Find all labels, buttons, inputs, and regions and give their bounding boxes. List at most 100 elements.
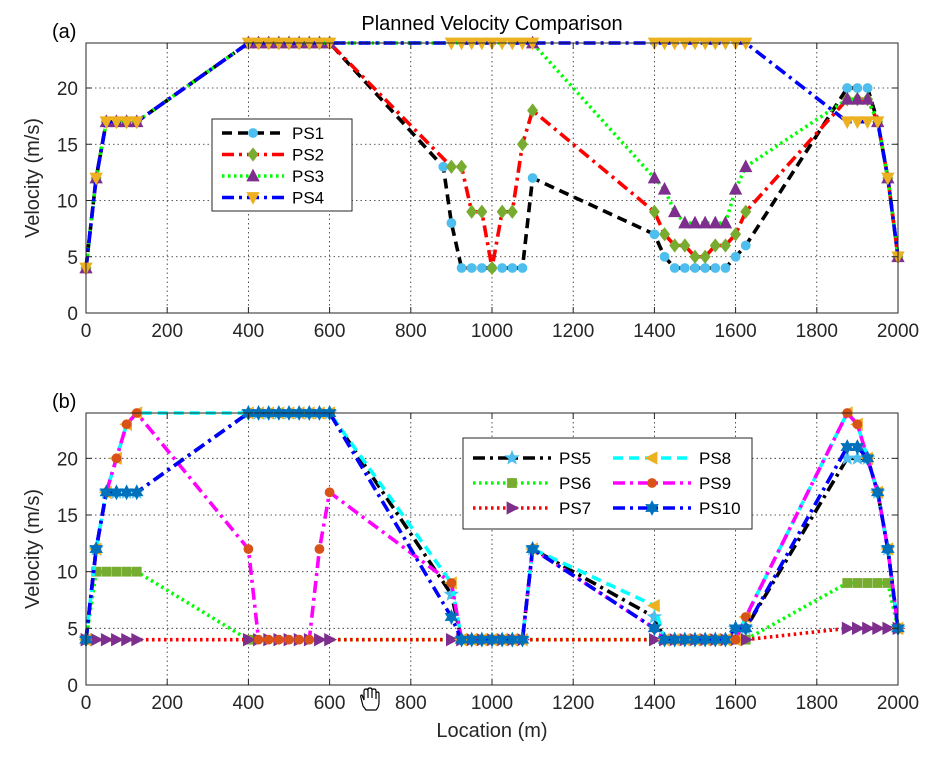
data-point-ps7 (649, 633, 662, 647)
data-point-ps6 (101, 566, 112, 577)
data-point-ps1 (497, 263, 508, 273)
data-point-ps10 (718, 631, 733, 648)
x-tick-label: 1600 (714, 693, 756, 714)
legend-label: PS9 (699, 474, 731, 493)
data-point-ps4 (465, 37, 479, 51)
data-point-ps2 (476, 204, 488, 219)
data-point-ps1 (862, 83, 873, 93)
x-tick-label: 2000 (877, 693, 919, 714)
data-point-ps9 (243, 544, 254, 554)
data-point-ps1 (710, 263, 721, 273)
data-point-ps10 (881, 541, 895, 557)
data-point-ps9 (852, 419, 863, 430)
data-point-ps3 (850, 91, 865, 105)
data-point-ps10 (647, 620, 662, 637)
chart-title: Planned Velocity Comparison (361, 13, 622, 35)
data-point-ps3 (688, 215, 702, 229)
data-point-ps9 (324, 487, 335, 498)
data-point-ps1 (740, 240, 751, 251)
data-point-ps4 (282, 37, 296, 51)
data-point-ps4 (871, 116, 885, 130)
data-point-ps7 (314, 633, 327, 647)
tick-marks: 0 200 400 600 800 1000 1200 1400 1600 1800 2000 0 5 1… (57, 43, 919, 342)
data-point-ps4 (444, 37, 459, 51)
data-point-ps7 (882, 621, 896, 635)
legend-marker (506, 501, 520, 515)
data-point-ps9 (263, 634, 274, 645)
data-point-ps2 (730, 227, 742, 242)
data-point-ps3 (657, 181, 672, 195)
x-tick-label: 1400 (633, 693, 675, 714)
y-tick-label: 15 (57, 506, 78, 527)
x-tick-label: 1600 (714, 321, 756, 342)
x-tick-label: 600 (314, 693, 346, 714)
y-tick-label: 10 (57, 192, 78, 213)
legend-entry-ps9: PS9 (613, 474, 731, 493)
legend-entry-ps6: PS6 (473, 474, 591, 493)
x-tick-label: 0 (81, 693, 92, 714)
data-point-ps1 (476, 263, 487, 273)
legend-marker (647, 478, 657, 488)
data-point-ps9 (294, 634, 305, 645)
x-tick-label: 2000 (877, 321, 919, 342)
data-point-ps5 (443, 586, 460, 601)
data-point-ps1 (720, 263, 731, 273)
data-point-ps4 (840, 116, 854, 130)
y-tick-label: 5 (67, 619, 78, 640)
legend-marker (507, 478, 517, 488)
x-tick-label: 1800 (796, 321, 838, 342)
legend-entry-ps2: PS2 (222, 146, 324, 165)
data-point-ps4 (718, 37, 733, 51)
data-point-ps4 (668, 37, 682, 51)
data-point-ps4 (89, 172, 103, 186)
data-point-ps2 (456, 159, 468, 174)
data-point-ps7 (121, 633, 134, 647)
data-point-ps2 (648, 204, 660, 219)
data-point-ps2 (516, 137, 528, 152)
data-point-ps10 (444, 609, 459, 625)
y-tick-label: 20 (57, 449, 78, 470)
data-point-ps10 (860, 450, 875, 467)
panel-a-chart: 0 200 400 600 800 1000 1200 1400 1600 1800 2000 0 5 1… (22, 13, 919, 342)
data-point-ps2 (719, 238, 731, 253)
data-point-ps1 (446, 218, 457, 228)
data-point-ps1 (517, 263, 528, 273)
data-point-ps7 (862, 621, 875, 635)
data-point-ps2 (699, 249, 711, 264)
x-tick-label: 1000 (471, 321, 513, 342)
data-point-ps10 (870, 484, 885, 501)
legend-entry-ps10: PS10 (613, 499, 741, 518)
data-point-ps1 (659, 251, 670, 262)
data-point-ps4 (302, 37, 316, 51)
data-point-ps10 (525, 541, 540, 557)
data-point-ps4 (130, 116, 144, 130)
data-point-ps3 (728, 181, 743, 195)
data-point-ps8 (647, 599, 660, 613)
data-point-ps6 (111, 566, 122, 577)
data-point-ps4 (262, 37, 276, 51)
data-point-ps6 (872, 578, 883, 588)
legend-marker (247, 147, 259, 162)
data-point-ps4 (708, 37, 722, 51)
legend-marker (645, 500, 659, 516)
data-point-ps7 (100, 633, 114, 647)
x-tick-label: 200 (151, 321, 183, 342)
legend-label: PS6 (559, 474, 591, 493)
legend-label: PS5 (559, 449, 591, 468)
panel-label: (a) (52, 21, 76, 43)
x-tick-label: 600 (314, 321, 346, 342)
y-axis-label: Velocity (m/s) (22, 118, 44, 238)
data-point-ps9 (273, 634, 284, 645)
data-point-ps4 (454, 37, 469, 51)
data-point-ps1 (700, 263, 711, 273)
data-point-ps3 (698, 215, 712, 229)
data-point-ps4 (272, 37, 286, 51)
x-tick-label: 400 (233, 321, 265, 342)
data-point-ps4 (515, 37, 530, 51)
y-tick-label: 10 (57, 563, 78, 584)
x-tick-label: 1000 (471, 693, 513, 714)
legend-marker (246, 168, 260, 182)
data-point-ps2 (466, 204, 478, 219)
legend-label: PS3 (292, 167, 324, 186)
x-tick-label: 1800 (796, 693, 838, 714)
